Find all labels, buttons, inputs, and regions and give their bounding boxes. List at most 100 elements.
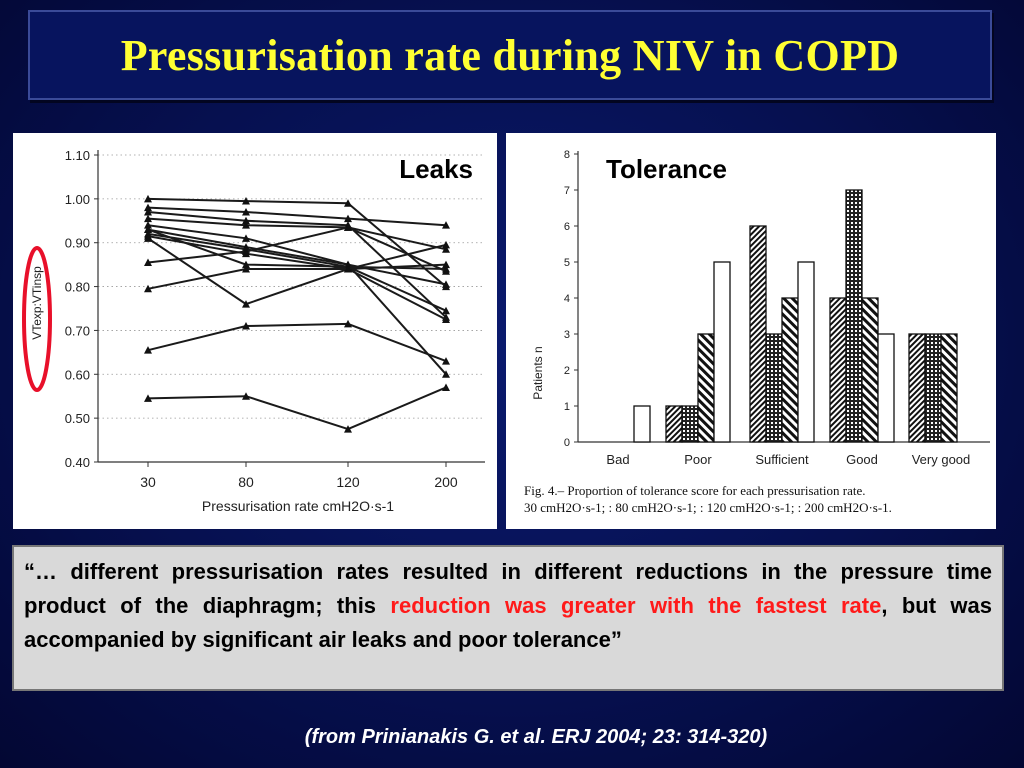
leaks-series-line (147, 386, 447, 431)
leaks-series-line (147, 211, 447, 319)
leaks-data-point (442, 245, 450, 253)
leaks-x-tick-label: 200 (434, 474, 458, 490)
leaks-series-line (147, 235, 447, 321)
tolerance-y-tick-label: 2 (564, 365, 570, 377)
leaks-data-point (144, 194, 152, 203)
leaks-data-point (242, 260, 250, 269)
leaks-data-point (144, 258, 152, 266)
leaks-y-tick-label: 1.00 (65, 192, 90, 207)
leaks-data-point (442, 357, 450, 365)
leaks-series-line (147, 206, 447, 227)
leaks-data-point (242, 247, 250, 255)
leaks-data-point (344, 319, 352, 328)
leaks-y-tick-label: 0.60 (65, 367, 90, 382)
leaks-series-line (147, 224, 447, 375)
leaks-data-point (242, 234, 250, 242)
leaks-data-point (344, 214, 352, 223)
tolerance-y-axis-label: Patients n (531, 346, 545, 399)
tolerance-bar (697, 333, 715, 443)
leaks-series-line (147, 228, 447, 286)
tolerance-bar (940, 333, 958, 443)
tolerance-y-tick-label: 6 (564, 221, 570, 233)
tolerance-bar (681, 405, 699, 443)
title-box: Pressurisation rate during NIV in COPD (28, 10, 992, 100)
leaks-data-point (144, 394, 152, 402)
quote-highlight: reduction was greater with the fastest r… (390, 593, 882, 618)
tolerance-bar (749, 225, 767, 443)
leaks-data-point (442, 267, 450, 275)
leaks-data-point (144, 346, 152, 354)
tolerance-bar (908, 333, 926, 443)
leaks-y-axis-label: VTexp:VTinsp (30, 266, 44, 340)
tolerance-y-tick-label: 1 (564, 401, 570, 413)
leaks-data-point (344, 199, 352, 207)
leaks-series-line (147, 232, 447, 312)
tolerance-bar (924, 333, 942, 443)
tolerance-bar (713, 261, 731, 443)
leaks-data-point (144, 234, 152, 242)
tolerance-bar (633, 405, 651, 443)
tolerance-y-tick-label: 8 (564, 149, 570, 161)
tolerance-y-tick-label: 4 (564, 293, 570, 305)
leaks-data-point (344, 425, 352, 433)
leaks-data-point (442, 221, 450, 229)
tolerance-bar (781, 297, 799, 443)
leaks-data-point (242, 208, 250, 216)
figure-caption-line-1: Fig. 4.– Proportion of tolerance score f… (524, 483, 866, 498)
quote-text: “… different pressurisation rates result… (24, 559, 992, 618)
leaks-data-point (442, 280, 450, 288)
leaks-series-line (147, 217, 447, 251)
leaks-data-point (442, 260, 450, 269)
leaks-x-axis-label: Pressurisation rate cmH2O·s-1 (202, 498, 394, 514)
tolerance-bar (829, 297, 847, 443)
leaks-data-point (144, 221, 152, 229)
leaks-data-point (344, 265, 352, 273)
tolerance-chart-panel: 0 1 2 3 4 5 6 7 8 Bad Poor Sufficient Good Very good … (506, 133, 996, 529)
leaks-data-point (442, 383, 450, 391)
tolerance-category-label: Very good (912, 452, 971, 467)
slide-title: Pressurisation rate during NIV in COPD (120, 30, 900, 80)
leaks-y-tick-label: 0.70 (65, 323, 90, 338)
leaks-data-point (242, 392, 250, 400)
tolerance-bar (665, 405, 683, 443)
leaks-data-point (242, 221, 250, 229)
leaks-chart-label: Leaks (399, 154, 473, 184)
tolerance-y-tick-label: 7 (564, 185, 570, 197)
leaks-data-point (144, 208, 152, 216)
leaks-series-line (147, 226, 447, 273)
tolerance-bar (877, 333, 895, 443)
leaks-data-point (144, 214, 152, 223)
leaks-data-point (442, 240, 450, 249)
quote-box: “… different pressurisation rates result… (12, 545, 1004, 691)
leaks-y-tick-label: 0.40 (65, 455, 90, 470)
quote-text-end: , but was accompanied by significant air… (24, 593, 993, 652)
leaks-series-line (147, 197, 447, 288)
leaks-data-point (442, 370, 450, 378)
highlight-circle (22, 246, 52, 392)
citation: (from Prinianakis G. et al. ERJ 2004; 23… (304, 726, 768, 748)
leaks-data-point (242, 265, 250, 273)
tolerance-chart-label: Tolerance (606, 154, 727, 184)
tolerance-bar (861, 297, 879, 443)
tolerance-y-tick-label: 5 (564, 257, 570, 269)
leaks-chart-panel: 0.40 0.50 0.60 0.70 0.80 0.90 1.00 1.10 30 80 120 2… (13, 133, 497, 529)
leaks-data-point (344, 223, 352, 231)
leaks-data-point (242, 322, 250, 330)
leaks-data-point (144, 203, 152, 212)
leaks-series-line (147, 243, 447, 290)
tolerance-category-label: Poor (684, 452, 712, 467)
leaks-data-point (144, 284, 152, 293)
leaks-series-line (147, 228, 447, 270)
tolerance-category-label: Bad (606, 452, 629, 467)
tolerance-y-tick-label: 3 (564, 329, 570, 341)
leaks-data-point (242, 197, 250, 205)
leaks-x-tick-label: 80 (238, 474, 254, 490)
leaks-y-tick-label: 1.10 (65, 148, 90, 163)
tolerance-category-label: Sufficient (755, 452, 809, 467)
leaks-y-tick-label: 0.90 (65, 236, 90, 251)
leaks-data-point (144, 225, 152, 234)
leaks-series-line (147, 237, 447, 306)
leaks-data-point (242, 216, 250, 225)
tolerance-bar (765, 333, 783, 443)
